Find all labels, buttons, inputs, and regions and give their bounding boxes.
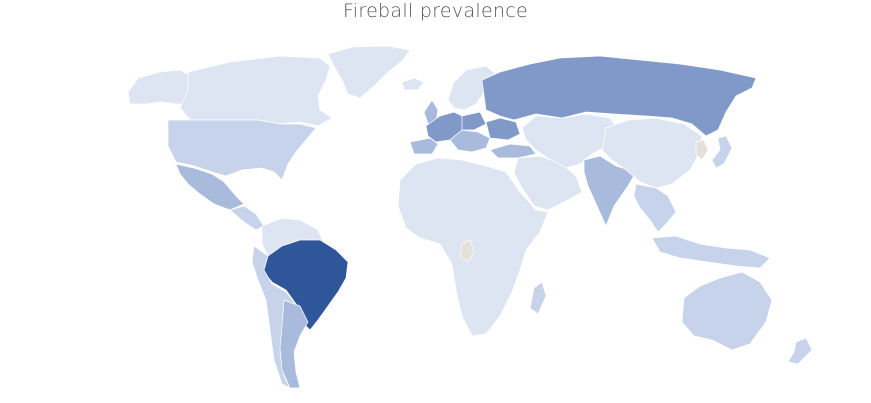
map-title: Fireball prevalence: [342, 0, 529, 22]
region-iceland[interactable]: [401, 77, 425, 91]
region-united-kingdom[interactable]: [423, 99, 439, 125]
region-new-zealand[interactable]: [787, 337, 813, 365]
region-eastern-europe[interactable]: [449, 129, 491, 153]
region-central-africa[interactable]: [459, 239, 475, 263]
region-canada[interactable]: [179, 55, 333, 127]
region-southeast-asia[interactable]: [633, 183, 677, 233]
region-china[interactable]: [601, 117, 703, 189]
region-ukraine[interactable]: [485, 117, 521, 141]
region-indonesia[interactable]: [651, 235, 771, 269]
region-argentina[interactable]: [279, 299, 309, 389]
region-mexico[interactable]: [175, 163, 245, 211]
region-turkey[interactable]: [489, 143, 537, 159]
region-iberia[interactable]: [409, 137, 439, 155]
region-russia[interactable]: [481, 55, 757, 137]
region-greenland[interactable]: [327, 45, 411, 99]
region-united-states[interactable]: [167, 119, 317, 181]
region-india[interactable]: [583, 155, 637, 227]
region-brazil[interactable]: [261, 239, 349, 331]
region-alaska[interactable]: [127, 69, 191, 105]
region-madagascar[interactable]: [529, 281, 547, 315]
region-central-asia[interactable]: [521, 113, 621, 169]
region-central-america[interactable]: [229, 205, 265, 231]
region-japan[interactable]: [711, 135, 733, 169]
region-africa[interactable]: [397, 157, 549, 337]
region-central-europe[interactable]: [461, 111, 487, 131]
region-korea[interactable]: [695, 139, 709, 161]
region-australia[interactable]: [681, 271, 773, 351]
